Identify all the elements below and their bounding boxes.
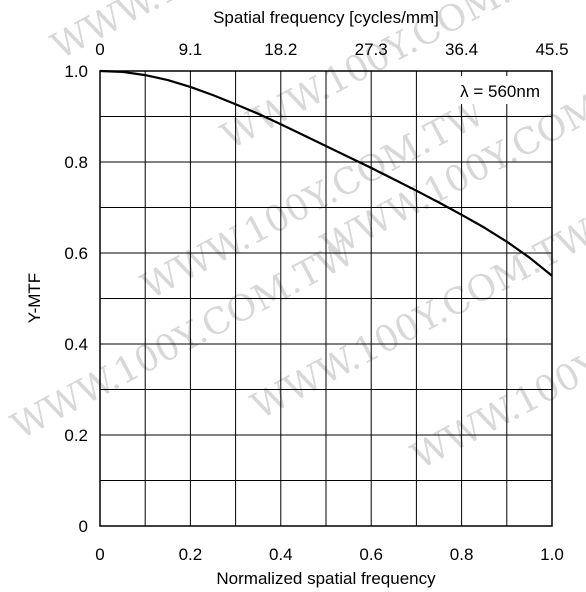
x-tick-label: 0 <box>95 545 104 564</box>
x2-tick-label: 9.1 <box>179 40 203 59</box>
x2-tick-labels: 0 9.1 18.2 27.3 36.4 45.5 <box>95 40 568 59</box>
x-tick-labels: 0 0.2 0.4 0.6 0.8 1.0 <box>95 545 564 564</box>
x-tick-label: 0.6 <box>359 545 383 564</box>
x2-tick-label: 0 <box>95 40 104 59</box>
x2-axis-label: Spatial frequency [cycles/mm] <box>213 8 439 27</box>
x2-tick-label: 45.5 <box>535 40 568 59</box>
y-tick-label: 0.4 <box>64 335 88 354</box>
x2-tick-label: 27.3 <box>355 40 388 59</box>
x-axis-label: Normalized spatial frequency <box>216 569 436 588</box>
y-tick-label: 1.0 <box>64 62 88 81</box>
x-tick-label: 0.8 <box>450 545 474 564</box>
mtf-curve <box>99 69 553 277</box>
y-tick-label: 0.2 <box>64 426 88 445</box>
y-axis-label: Y-MTF <box>25 273 44 323</box>
wavelength-annotation: λ = 560nm <box>460 82 540 101</box>
grid <box>100 71 552 526</box>
series-layer <box>99 69 553 277</box>
y-tick-labels: 0 0.2 0.4 0.6 0.8 1.0 <box>64 62 88 536</box>
plot-frame <box>99 70 553 527</box>
y-tick-label: 0.6 <box>64 244 88 263</box>
x-tick-label: 1.0 <box>540 545 564 564</box>
x2-tick-label: 36.4 <box>445 40 478 59</box>
x2-tick-label: 18.2 <box>264 40 297 59</box>
y-tick-label: 0 <box>79 517 88 536</box>
x-tick-label: 0.2 <box>179 545 203 564</box>
annotation-box <box>424 76 547 104</box>
x-tick-label: 0.4 <box>269 545 293 564</box>
y-tick-label: 0.8 <box>64 153 88 172</box>
